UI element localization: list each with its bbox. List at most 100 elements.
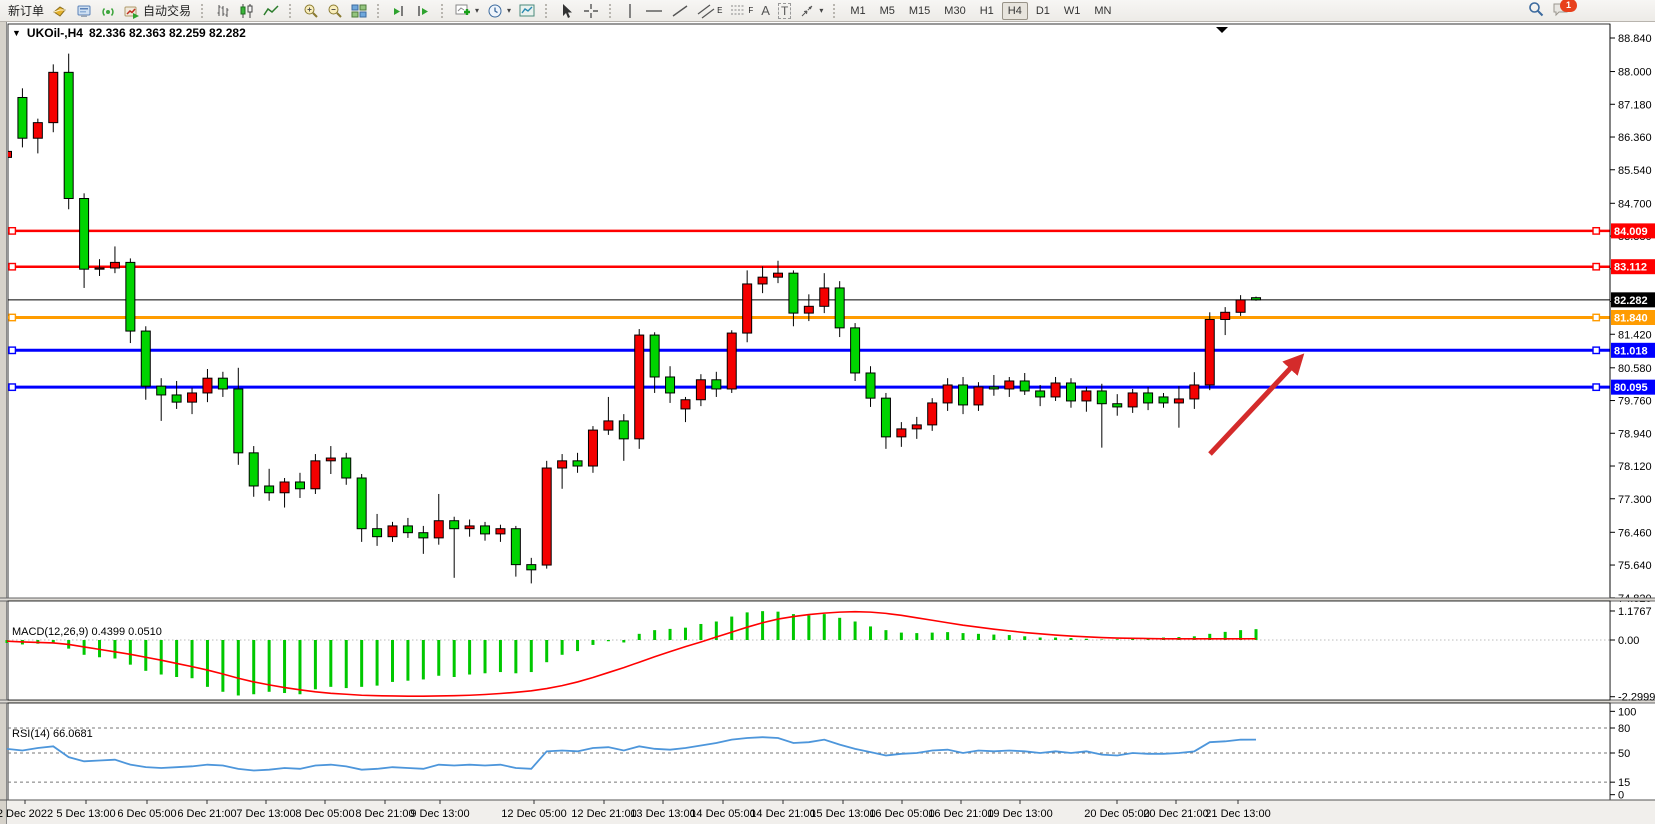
new-order-label: 新订单 — [8, 4, 45, 18]
time-axis-label: 14 Dec 05:00 — [690, 808, 755, 820]
tile-windows-icon — [351, 4, 367, 17]
candle-body — [233, 388, 244, 454]
arrows-icon — [801, 5, 813, 16]
macd-axis-label: 1.1767 — [1618, 606, 1652, 618]
candle-body — [17, 96, 28, 139]
time-axis-label: 20 Dec 05:00 — [1084, 808, 1149, 820]
trendline-icon — [672, 4, 688, 17]
candle-body — [541, 467, 552, 566]
candle-body — [125, 261, 136, 332]
rsi-axis-label: 50 — [1618, 748, 1630, 760]
time-axis-label: 6 Dec 05:00 — [117, 808, 176, 820]
gold-book-icon — [53, 5, 66, 17]
candle-body — [387, 525, 398, 538]
price-badge — [1611, 379, 1655, 395]
timeframe-M5[interactable]: M5 — [879, 4, 895, 17]
cursor-tool-button[interactable] — [555, 1, 579, 21]
price-tick-label: 77.300 — [1618, 494, 1652, 506]
timeframe-W1[interactable]: W1 — [1063, 4, 1081, 17]
candle-body — [8, 150, 12, 158]
notification-badge: 1 — [1560, 0, 1577, 12]
time-axis-label: 16 Dec 05:00 — [869, 808, 934, 820]
text-label-tool-button[interactable]: T — [774, 1, 795, 21]
time-axis-strip — [0, 800, 1655, 824]
candle-body — [171, 394, 182, 403]
period-clock-button[interactable]: ▾ — [483, 1, 515, 21]
macd-histogram — [5, 611, 1258, 696]
time-axis-label: 16 Dec 21:00 — [928, 808, 993, 820]
zoom-in-button[interactable] — [299, 1, 323, 21]
candle-body — [1050, 382, 1061, 398]
candle-body — [1158, 396, 1169, 404]
candle-body — [557, 460, 568, 469]
signal-icon[interactable] — [96, 1, 120, 21]
time-axis-label: 13 Dec 13:00 — [630, 808, 695, 820]
autotrading-button[interactable]: 自动交易 — [120, 1, 195, 21]
candle-body — [248, 452, 259, 487]
auto-scroll-icon — [418, 5, 429, 16]
auto-scroll-button[interactable] — [411, 1, 435, 21]
timeframe-H4[interactable]: H4 — [1001, 1, 1028, 20]
fibo-suffix: F — [748, 6, 754, 15]
toolbar-grip — [289, 3, 295, 18]
timeframe-M15[interactable]: M15 — [908, 4, 931, 17]
candle-body — [402, 525, 413, 534]
rsi-axis-label: 15 — [1618, 777, 1630, 789]
candle-body — [896, 428, 907, 438]
candle-body — [788, 272, 799, 314]
terminal-icon[interactable] — [72, 1, 96, 21]
line-handle — [1592, 262, 1601, 271]
toolbar-right-cluster: 1 — [1528, 0, 1577, 22]
tile-windows-button[interactable] — [347, 1, 371, 21]
candle-body — [1112, 403, 1123, 408]
macd-signal-line — [6, 610, 1257, 698]
template-button[interactable] — [515, 1, 539, 21]
time-axis-label: 15 Dec 13:00 — [810, 808, 875, 820]
candle-body — [325, 457, 336, 462]
line-handle — [8, 383, 17, 392]
market-watch-icon[interactable] — [48, 1, 72, 21]
add-indicator-button[interactable]: ▾ — [451, 1, 483, 21]
chart-canvas[interactable]: 88.84088.00087.18086.36085.54084.70083.8… — [0, 22, 1655, 824]
candle-body — [634, 334, 645, 440]
arrows-tool-button[interactable]: ▾ — [795, 1, 827, 21]
timeframe-H1[interactable]: H1 — [979, 4, 994, 17]
chart-shift-icon — [394, 5, 403, 16]
zoom-out-button[interactable] — [323, 1, 347, 21]
candle-body — [649, 334, 660, 378]
timeframe-D1[interactable]: D1 — [1035, 4, 1050, 17]
candle-body — [156, 385, 167, 396]
bar-chart-button[interactable] — [211, 1, 235, 21]
trendline-tool-button[interactable] — [667, 1, 693, 21]
price-tick-label: 86.360 — [1618, 132, 1652, 144]
candle-body — [433, 520, 444, 539]
candlestick-chart-button[interactable] — [235, 1, 259, 21]
dropdown-caret: ▾ — [819, 6, 824, 15]
notifications-button[interactable]: 1 — [1552, 0, 1577, 22]
hline-tool-button[interactable] — [641, 1, 667, 21]
candle-body — [880, 397, 891, 438]
search-button[interactable] — [1528, 1, 1544, 22]
fibonacci-tool-button[interactable]: F — [726, 1, 757, 21]
channel-tool-button[interactable]: E — [693, 1, 726, 21]
timeframe-M1[interactable]: M1 — [850, 4, 866, 17]
line-handle — [8, 226, 17, 235]
candle-body — [264, 485, 275, 494]
toolbar-grip — [441, 3, 447, 18]
dropdown-caret: ▾ — [475, 6, 480, 15]
text-tool-button[interactable]: A — [757, 1, 774, 21]
text-tool-icon: A — [761, 3, 770, 18]
line-chart-button[interactable] — [259, 1, 283, 21]
timeframe-M30[interactable]: M30 — [944, 4, 966, 17]
timeframe-MN[interactable]: MN — [1094, 4, 1112, 17]
crosshair-tool-button[interactable] — [579, 1, 603, 21]
new-order-button[interactable]: 新订单 — [4, 1, 48, 21]
candle-body — [773, 272, 783, 278]
chart-shift-button[interactable] — [387, 1, 411, 21]
price-badge-label: 84.009 — [1614, 226, 1648, 238]
vline-tool-button[interactable] — [619, 1, 641, 21]
time-axis-label: 14 Dec 21:00 — [750, 808, 815, 820]
candle-body — [850, 327, 861, 374]
candle-body — [495, 528, 506, 535]
candle-body — [202, 377, 213, 394]
